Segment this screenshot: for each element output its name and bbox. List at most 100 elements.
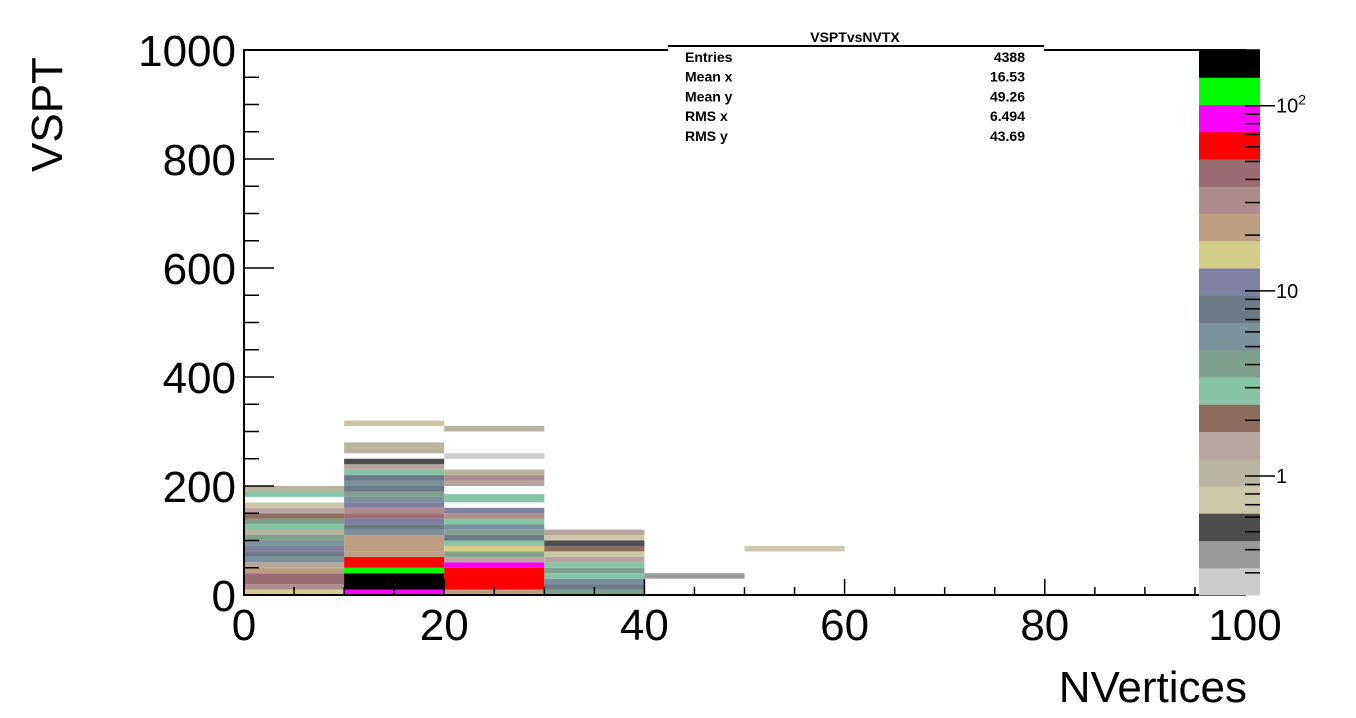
y-axis-title: VSPT [23, 57, 72, 172]
palette-swatch [1199, 322, 1260, 351]
heatmap-cell [444, 535, 545, 541]
heatmap-cell [244, 556, 345, 563]
heatmap-cell [344, 535, 445, 552]
palette-tick-label: 10 [1276, 281, 1298, 303]
palette-swatch [1199, 377, 1260, 405]
heatmap-cell [544, 545, 645, 552]
heatmap-cell [444, 507, 545, 514]
heatmap-cell [344, 469, 445, 476]
heatmap-cell [244, 513, 345, 519]
heatmap-cell [244, 496, 345, 503]
heatmap-cell [244, 540, 345, 546]
stats-row-label: Mean y [685, 88, 733, 104]
y-tick-label: 0 [212, 572, 236, 621]
palette-swatch [1199, 540, 1260, 569]
x-tick-label: 0 [232, 601, 256, 650]
palette-swatch [1199, 104, 1260, 133]
heatmap-cell [344, 551, 445, 557]
heatmap-cell [444, 540, 545, 546]
stats-row-value: 43.69 [990, 128, 1025, 144]
heatmap-cell [544, 540, 645, 546]
palette-swatch [1199, 186, 1260, 214]
stats-row-value: 16.53 [990, 69, 1025, 85]
heatmap-cell [544, 535, 645, 541]
palette-swatch [1199, 77, 1260, 105]
y-tick-label: 600 [163, 245, 236, 294]
x-tick-label: 80 [1020, 601, 1069, 650]
heatmap-cell [544, 556, 645, 563]
stats-box-background [668, 44, 1044, 148]
palette-swatch [1199, 131, 1260, 160]
heatmap-cell [344, 420, 445, 427]
heatmap-cell [344, 529, 445, 536]
heatmap-cell [444, 562, 545, 568]
stats-box: VSPTvsNVTX Entries 4388 Mean x 16.53 Mean y 4… [668, 29, 1044, 148]
palette-swatch [1199, 213, 1260, 242]
heatmap-cell [344, 475, 445, 481]
heatmap-cell [544, 529, 645, 536]
heatmap-cell [544, 567, 645, 574]
stats-title: VSPTvsNVTX [810, 29, 900, 45]
heatmap-cell [444, 524, 545, 530]
heatmap-cell [344, 567, 445, 574]
heatmap-cell [544, 573, 645, 579]
heatmap-cell [344, 507, 445, 514]
x-axis-title: NVertices [1059, 663, 1247, 712]
heatmap-cell [544, 584, 645, 590]
palette-tick-label: 102 [1276, 92, 1306, 118]
palette-swatch [1199, 404, 1260, 432]
heatmap-cell [344, 491, 445, 497]
heatmap-cell [344, 496, 445, 503]
heatmap-cell [344, 458, 445, 465]
heatmap-cell [444, 529, 545, 536]
heatmap-cell [244, 573, 345, 585]
heatmap-cell [244, 545, 345, 552]
heatmap-cell [444, 475, 545, 481]
heatmap-cell [444, 556, 545, 563]
heatmap-cell [544, 551, 645, 557]
x-tick-label: 100 [1208, 601, 1281, 650]
heatmap-cell [444, 453, 545, 459]
y-tick-label: 200 [163, 463, 236, 512]
palette-swatch [1199, 240, 1260, 269]
heatmap-cell [444, 545, 545, 552]
stats-row-value: 4388 [994, 49, 1025, 65]
stats-row-label: RMS x [685, 108, 728, 124]
palette-axis: 1 10 102 [1245, 49, 1306, 574]
palette-swatch [1199, 159, 1260, 187]
heatmap-cell [444, 480, 545, 486]
heatmap-cell [444, 494, 545, 503]
heatmap-cell [344, 518, 445, 525]
x-tick-label: 60 [820, 601, 869, 650]
heatmap-cell [544, 562, 645, 568]
heatmap-cell [544, 578, 645, 585]
y-tick-label: 1000 [138, 27, 236, 76]
heatmap-cell [344, 447, 445, 454]
palette-swatch [1199, 431, 1260, 460]
heatmap-cell [644, 573, 745, 579]
heatmap-cell [244, 502, 345, 508]
heatmap-cell [344, 573, 445, 590]
x-tick-label: 40 [620, 601, 669, 650]
heatmap-cell [244, 551, 345, 557]
heatmap-cells [244, 420, 845, 595]
heatmap-cell [744, 545, 845, 552]
x-tick-label: 20 [420, 601, 469, 650]
stats-row-value: 49.26 [990, 88, 1025, 104]
heatmap-cell [344, 513, 445, 519]
palette-swatch [1199, 50, 1260, 78]
stats-rows: Entries 4388 Mean x 16.53 Mean y 49.26 RMS x 6.… [685, 49, 1025, 144]
heatmap-cell [444, 551, 545, 557]
heatmap-cell [444, 518, 545, 525]
heatmap-cell [244, 529, 345, 536]
heatmap-cell [244, 491, 345, 497]
heatmap-cell [344, 502, 445, 508]
y-tick-label: 400 [163, 354, 236, 403]
heatmap-cell [244, 486, 345, 492]
heatmap-cell [244, 507, 345, 514]
heatmap-cell [344, 442, 445, 448]
palette-swatch [1199, 486, 1260, 514]
axis-ticks [243, 49, 1246, 596]
stats-row-value: 6.494 [990, 108, 1025, 124]
